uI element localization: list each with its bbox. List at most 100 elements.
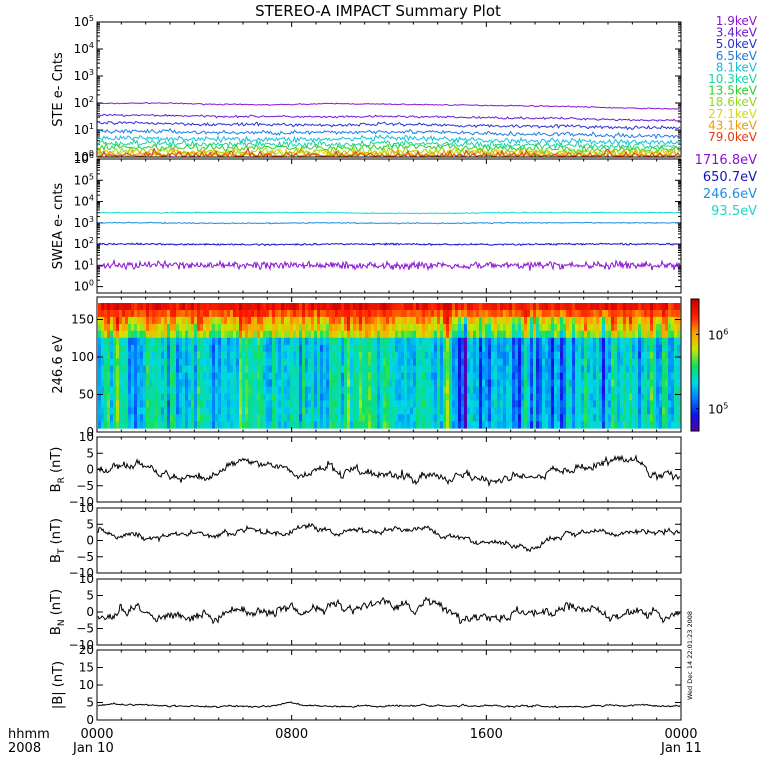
heatmap-cell (416, 386, 420, 394)
heatmap-cell (386, 372, 390, 380)
heatmap-cell (353, 421, 357, 429)
heatmap-cell (293, 351, 297, 359)
heatmap-cell (119, 351, 123, 359)
heatmap-cell (611, 337, 615, 346)
colorbar-segment (691, 367, 699, 370)
colorbar-segment (691, 310, 699, 313)
heatmap-cell (407, 337, 411, 346)
heatmap-cell (284, 393, 288, 401)
heatmap-cell (125, 323, 129, 332)
heatmap-cell (320, 310, 324, 318)
heatmap-cell (128, 379, 132, 387)
colorbar-segment (691, 332, 699, 335)
heatmap-cell (632, 303, 636, 311)
heatmap-cell (392, 400, 396, 408)
heatmap-cell (113, 372, 117, 380)
heatmap-cell (572, 344, 576, 353)
y-tick-label: 0 (86, 425, 94, 439)
heatmap-cell (677, 358, 681, 366)
heatmap-cell (521, 386, 525, 394)
heatmap-cell (416, 414, 420, 422)
heatmap-cell (548, 337, 552, 346)
heatmap-cell (179, 400, 183, 408)
colorbar-segment (691, 391, 699, 395)
heatmap-cell (263, 407, 267, 415)
heatmap-cell (509, 400, 513, 408)
heatmap-cell (242, 400, 246, 408)
heatmap-cell (407, 379, 411, 387)
heatmap-cell (635, 344, 639, 353)
heatmap-cell (365, 414, 369, 422)
x-tick-label: 1600 (470, 727, 503, 742)
heatmap-cell (341, 379, 345, 387)
heatmap-cell (527, 316, 531, 325)
heatmap-cell (302, 421, 306, 429)
heatmap-cell (155, 365, 159, 373)
heatmap-cell (335, 407, 339, 415)
x-tick-label: 0000 (80, 727, 113, 742)
heatmap-cell (476, 351, 480, 359)
heatmap-cell (152, 386, 156, 394)
heatmap-cell (239, 303, 243, 311)
heatmap-cell (440, 303, 444, 311)
heatmap-cell (200, 365, 204, 373)
heatmap-cell (476, 303, 480, 311)
heatmap-cell (317, 344, 321, 353)
heatmap-cell (368, 386, 372, 394)
heatmap-cell (113, 414, 117, 422)
heatmap-cell (599, 323, 603, 332)
heatmap-cell (455, 386, 459, 394)
heatmap-cell (434, 303, 438, 311)
heatmap-cell (407, 358, 411, 366)
heatmap-cell (203, 344, 207, 353)
heatmap-cell (512, 421, 516, 429)
heatmap-cell (593, 358, 597, 366)
heatmap-cell (182, 351, 186, 359)
heatmap-cell (245, 358, 249, 366)
heatmap-cell (200, 407, 204, 415)
heatmap-cell (347, 358, 351, 366)
heatmap-cell (101, 414, 105, 422)
heatmap-cell (665, 365, 669, 373)
heatmap-cell (146, 330, 150, 339)
heatmap-cell (524, 372, 528, 380)
heatmap-cell (320, 400, 324, 408)
heatmap-cell (458, 330, 462, 339)
heatmap-cell (251, 400, 255, 408)
heatmap-cell (194, 330, 198, 339)
heatmap-cell (638, 400, 642, 408)
heatmap-cell (614, 323, 618, 332)
heatmap-cell (359, 337, 363, 346)
heatmap-cell (329, 386, 333, 394)
heatmap-cell (662, 310, 666, 318)
heatmap-cell (248, 386, 252, 394)
heatmap-cell (200, 372, 204, 380)
heatmap-cell (404, 379, 408, 387)
heatmap-cell (569, 386, 573, 394)
heatmap-cell (317, 303, 321, 311)
heatmap-cell (203, 310, 207, 318)
heatmap-cell (185, 330, 189, 339)
heatmap-cell (206, 337, 210, 346)
heatmap-cell (449, 393, 453, 401)
heatmap-cell (398, 330, 402, 339)
heatmap-cell (503, 337, 507, 346)
heatmap-cell (335, 351, 339, 359)
heatmap-cell (425, 393, 429, 401)
heatmap-cell (371, 414, 375, 422)
heatmap-cell (113, 351, 117, 359)
heatmap-cell (521, 400, 525, 408)
heatmap-cell (218, 414, 222, 422)
heatmap-cell (131, 351, 135, 359)
heatmap-cell (413, 414, 417, 422)
heatmap-cell (158, 358, 162, 366)
heatmap-cell (152, 330, 156, 339)
heatmap-cell (182, 330, 186, 339)
heatmap-cell (242, 303, 246, 311)
heatmap-cell (467, 400, 471, 408)
heatmap-cell (509, 310, 513, 318)
heatmap-cell (620, 351, 624, 359)
heatmap-cell (596, 407, 600, 415)
heatmap-cell (215, 337, 219, 346)
heatmap-cell (182, 337, 186, 346)
